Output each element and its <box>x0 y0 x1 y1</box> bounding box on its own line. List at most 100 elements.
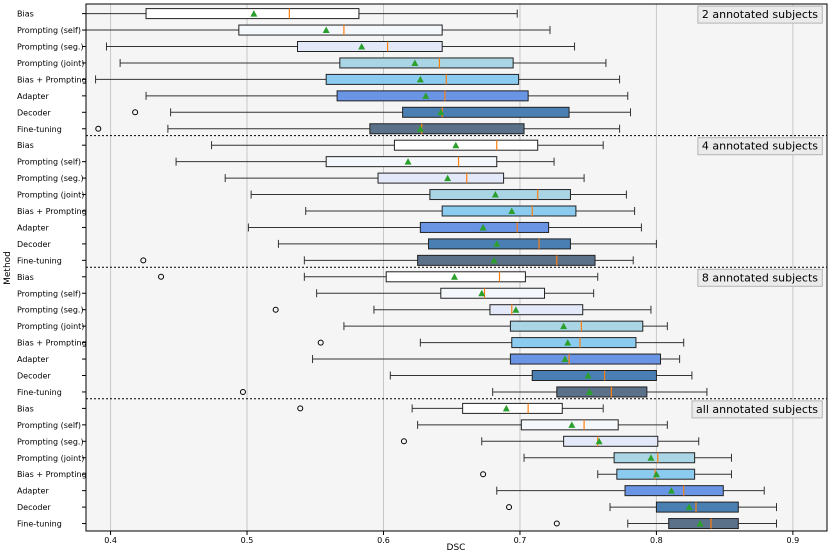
y-tick-label: Prompting (joint) <box>17 454 84 463</box>
box-bias-prompting <box>95 73 621 85</box>
group-labels: 2 annotated subjects 4 annotated subjects… <box>691 5 823 419</box>
iqr-box <box>511 337 637 349</box>
mean-marker <box>452 141 460 149</box>
outlier-point <box>553 520 560 527</box>
box-decoder <box>389 370 693 381</box>
x-tick-label: 0.5 <box>241 536 254 545</box>
y-tick-labels: Bias Prompting (self) Prompting (seg.) Prom… <box>17 10 87 529</box>
mean-marker <box>560 322 568 330</box>
box-prompting-seg- <box>272 304 652 316</box>
x-tick-label: 0.9 <box>787 536 800 545</box>
y-tick-label: Adapter <box>17 487 49 496</box>
iqr-box <box>462 402 563 414</box>
x-tick-label: 0.8 <box>650 536 663 545</box>
x-tick-label: 0.6 <box>377 536 390 545</box>
box-prompting-self- <box>316 287 595 299</box>
box-adapter <box>247 221 642 233</box>
y-tick-label: Adapter <box>17 355 49 364</box>
iqr-box <box>655 501 739 513</box>
outlier-point <box>140 257 147 264</box>
outlier-point <box>400 438 407 445</box>
iqr-box <box>520 419 619 431</box>
mean-marker <box>416 75 424 83</box>
group-label-box <box>691 400 823 419</box>
box-series <box>85 8 778 530</box>
iqr-box <box>668 518 739 530</box>
mean-marker <box>595 437 603 445</box>
iqr-box <box>336 90 529 102</box>
mean-marker <box>502 404 510 412</box>
plot-frame <box>85 3 828 532</box>
box-prompting-self- <box>85 24 551 36</box>
x-tick-label: 0.7 <box>514 536 527 545</box>
box-prompting-self- <box>175 156 555 168</box>
box-bias-prompting <box>317 337 685 349</box>
box-fine-tuning <box>239 386 708 398</box>
mean-marker <box>404 158 412 165</box>
y-tick-label: Adapter <box>17 223 49 232</box>
y-tick-label: Bias <box>17 273 34 282</box>
iqr-box <box>377 172 505 184</box>
y-tick-label: Prompting (seg.) <box>17 43 84 52</box>
y-tick-label: Prompting (seg.) <box>17 437 84 446</box>
mean-marker <box>322 26 330 34</box>
outlier-point <box>297 405 304 412</box>
iqr-box <box>325 156 498 168</box>
iqr-box <box>339 57 514 69</box>
mean-marker <box>416 125 424 132</box>
y-tick-label: Prompting (joint) <box>17 322 84 331</box>
iqr-box <box>238 24 443 36</box>
y-tick-label: Prompting (joint) <box>17 59 84 68</box>
y-tick-label: Fine-tuning <box>17 125 62 134</box>
box-bias-prompting <box>480 468 732 480</box>
outlier-point <box>158 273 165 280</box>
outlier-point <box>506 504 513 511</box>
box-prompting-self- <box>417 419 668 431</box>
box-prompting-joint- <box>119 57 607 69</box>
mean-marker <box>512 306 520 313</box>
group-label-box <box>697 137 823 156</box>
y-tick-label: Bias + Prompting <box>17 207 87 216</box>
iqr-box <box>509 353 662 365</box>
x-tick-label: 0.4 <box>104 536 117 545</box>
y-tick-label: Fine-tuning <box>17 520 62 529</box>
box-decoder <box>277 238 657 250</box>
iqr-box <box>429 189 571 201</box>
iqr-box <box>563 435 659 447</box>
mean-marker <box>561 355 569 363</box>
y-tick-label: Decoder <box>17 108 51 117</box>
box-fine-tuning <box>553 518 778 530</box>
outlier-point <box>272 306 279 313</box>
mean-marker <box>652 470 660 478</box>
group-label-box <box>697 268 823 287</box>
y-tick-label: Decoder <box>17 372 51 381</box>
box-prompting-joint- <box>523 452 732 464</box>
mean-marker <box>491 191 499 198</box>
iqr-box <box>531 370 657 381</box>
box-adapter <box>145 90 629 102</box>
x-axis-label: DSC <box>447 543 466 553</box>
mean-marker <box>490 256 498 264</box>
box-bias <box>297 402 604 414</box>
outlier-point <box>480 471 487 478</box>
box-fine-tuning <box>140 254 634 266</box>
iqr-box <box>297 41 443 52</box>
mean-marker <box>508 207 516 214</box>
group-label: 4 annotated subjects <box>702 140 818 153</box>
y-tick-label: Bias + Prompting <box>17 470 87 479</box>
box-prompting-seg- <box>400 435 700 447</box>
outlier-point <box>132 109 139 116</box>
outlier-point <box>239 388 246 395</box>
box-prompting-joint- <box>343 320 668 332</box>
box-bias-prompting <box>305 205 636 217</box>
iqr-box <box>509 320 644 332</box>
iqr-box <box>369 123 525 135</box>
group-label: all annotated subjects <box>696 403 818 416</box>
box-decoder <box>506 501 778 513</box>
iqr-box <box>489 304 584 316</box>
mean-marker <box>358 43 366 50</box>
y-tick-label: Bias <box>17 10 34 19</box>
mean-marker <box>584 372 592 379</box>
y-tick-label: Bias <box>17 404 34 413</box>
